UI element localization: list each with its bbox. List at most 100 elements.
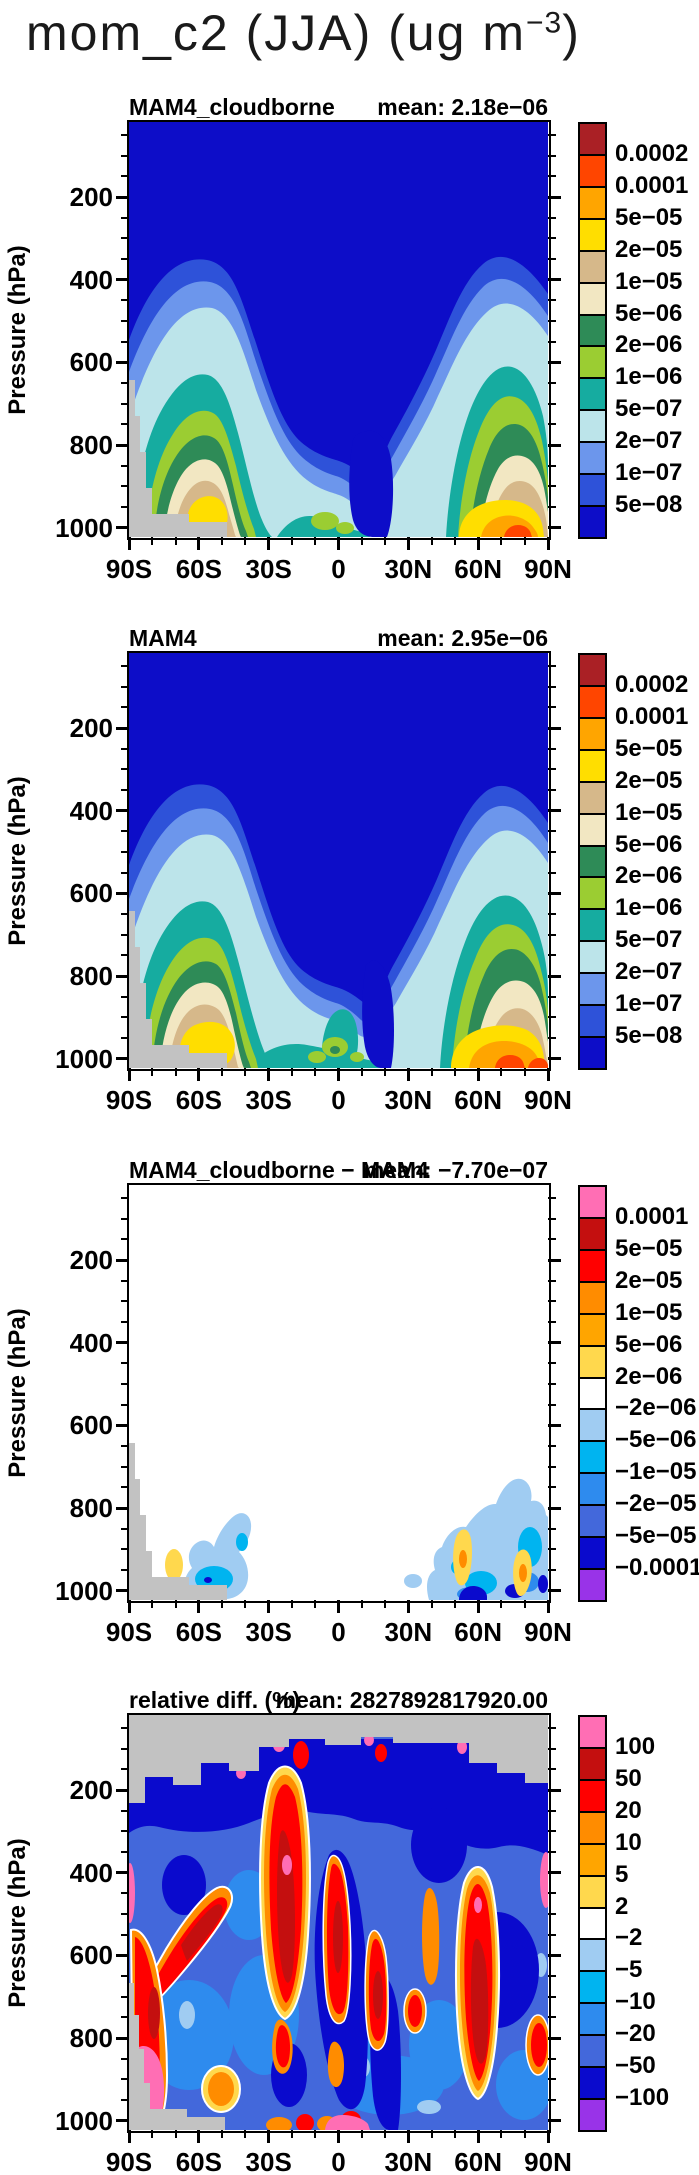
colorbar-box	[578, 1810, 607, 1845]
axis-tick	[121, 1527, 129, 1530]
x-axis-tick-label: 60S	[175, 1085, 222, 1115]
axis-tick	[548, 1788, 561, 1792]
colorbar-box	[578, 812, 607, 847]
axis-tick	[548, 1423, 561, 1427]
colorbar-tick-label: −2e−06	[615, 1394, 697, 1422]
axis-tick	[548, 1445, 556, 1448]
axis-tick	[121, 768, 129, 771]
colorbar-tick-label: 20	[615, 1796, 642, 1824]
axis-tick	[174, 2130, 177, 2138]
colorbar-box	[578, 122, 607, 156]
colorbar-box	[578, 217, 607, 252]
axis-tick	[548, 134, 556, 137]
axis-tick	[476, 537, 480, 550]
colorbar-tick-label: −20	[615, 2020, 656, 2048]
axis-tick	[121, 851, 129, 854]
colorbar-tick-label: 50	[615, 1764, 642, 1792]
colorbar-box	[578, 876, 607, 911]
y-axis-tick-label: 400	[69, 795, 113, 826]
colorbar-box	[578, 653, 607, 687]
axis-tick	[548, 1057, 561, 1061]
colorbar-box	[578, 1746, 607, 1781]
colorbar-tick-label: 1e−07	[615, 459, 683, 487]
axis-tick	[221, 1068, 224, 1076]
y-axis-tick-label: 200	[69, 182, 113, 213]
colorbar-box	[578, 441, 607, 476]
axis-tick	[548, 1197, 556, 1200]
axis-tick	[121, 933, 129, 936]
colorbar-tick-label: 5e−06	[615, 1330, 683, 1358]
axis-tick	[548, 1506, 561, 1510]
axis-tick	[197, 2130, 201, 2143]
axis-tick	[151, 537, 154, 545]
axis-tick	[548, 175, 556, 178]
axis-tick	[121, 1362, 129, 1365]
colorbar-tick-label: 5e−07	[615, 395, 683, 423]
colorbar-tick-label: 5e−05	[615, 1234, 683, 1262]
terrain-mask	[128, 1442, 227, 1600]
axis-tick	[121, 1238, 129, 1241]
axis-tick	[244, 1600, 247, 1608]
y-axis-title-text: Pressure (hPa)	[4, 244, 31, 415]
colorbar-tick-label: 5	[615, 1860, 629, 1888]
x-axis-tick-label: 30N	[384, 554, 433, 584]
y-axis-tick-label: 800	[69, 1493, 113, 1524]
axis-tick	[121, 685, 129, 688]
colorbar-tick-label: 0.0001	[615, 1202, 689, 1230]
y-axis-title: Pressure (hPa)	[0, 1185, 36, 1600]
axis-tick	[151, 1068, 154, 1076]
colorbar-tick-label: −50	[615, 2052, 656, 2080]
panel-mam4-cloudborne: MAM4_cloudborne mean: 2.18e−06 Pressure …	[0, 94, 699, 614]
colorbar-box	[578, 1536, 607, 1571]
figure-title: mom_c2 (JJA) (ug m−3)	[26, 4, 581, 62]
x-axis-tick-label: 30S	[245, 2147, 292, 2175]
colorbar-tick-label: 2e−06	[615, 862, 683, 890]
axis-tick	[314, 1600, 317, 1608]
colorbar-box	[578, 1440, 607, 1475]
axis-tick	[116, 891, 129, 895]
axis-tick	[267, 537, 271, 550]
axis-tick	[127, 537, 131, 550]
colorbar-box	[578, 1778, 607, 1813]
axis-tick	[548, 464, 556, 467]
contour-field-svg	[128, 1184, 548, 1600]
axis-tick	[121, 2016, 129, 2019]
axis-tick	[121, 1892, 129, 1895]
axis-tick	[548, 154, 556, 157]
axis-tick	[548, 2119, 561, 2123]
x-axis-tick-label: 60S	[175, 554, 222, 584]
axis-tick	[267, 1600, 271, 1613]
axis-tick	[453, 1068, 456, 1076]
axis-tick	[121, 995, 129, 998]
axis-tick	[384, 2130, 387, 2138]
contour-field-svg	[128, 1714, 548, 2130]
axis-tick	[548, 1727, 556, 1730]
axis-tick	[121, 1913, 129, 1916]
x-axis-tick-label: 90S	[105, 554, 153, 584]
panel-title: MAM4_cloudborne − MAM4	[129, 1157, 429, 1183]
axis-tick	[548, 237, 556, 240]
axis-tick	[121, 1217, 129, 1220]
axis-tick	[548, 1995, 556, 1998]
axis-tick	[548, 299, 556, 302]
terrain-mask	[128, 1982, 225, 2130]
colorbar-box	[578, 1504, 607, 1539]
x-axis-tick-label: 0	[331, 554, 346, 584]
contour-plot	[126, 1712, 551, 2133]
axis-tick	[290, 1068, 293, 1076]
colorbar-tick-label: −2	[615, 1924, 643, 1952]
colorbar-box	[578, 1970, 607, 2005]
axis-tick	[121, 258, 129, 261]
x-axis-tick-label: 60N	[454, 1085, 503, 1115]
colorbar-box	[578, 1376, 607, 1411]
axis-tick	[548, 2057, 556, 2060]
colorbar-box	[578, 2002, 607, 2037]
axis-tick	[548, 360, 561, 364]
axis-tick	[121, 747, 129, 750]
axis-tick	[430, 1600, 433, 1608]
colorbar	[578, 653, 607, 1070]
axis-tick	[430, 537, 433, 545]
colorbar-tick-label: 0.0001	[615, 171, 689, 199]
colorbar-box	[578, 908, 607, 943]
axis-tick	[548, 402, 556, 405]
